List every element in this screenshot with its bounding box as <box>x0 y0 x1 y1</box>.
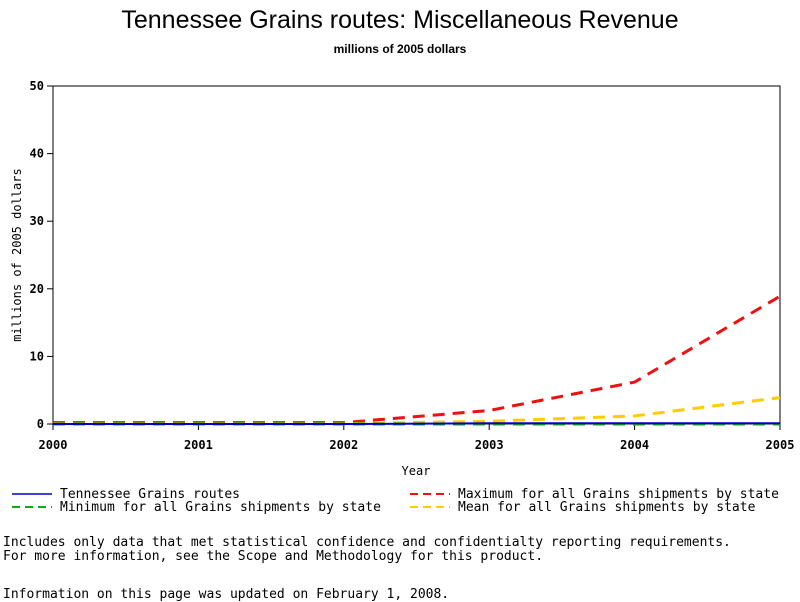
x-tick-label: 2000 <box>39 438 68 452</box>
y-axis: 0 10 20 30 40 50 <box>30 79 53 431</box>
y-tick-label: 0 <box>37 417 44 431</box>
y-tick-label: 30 <box>30 214 44 228</box>
y-tick-label: 10 <box>30 349 44 363</box>
x-tick-label: 2002 <box>329 438 358 452</box>
x-tick-label: 2004 <box>620 438 649 452</box>
series-line-1 <box>53 296 780 422</box>
series-lines <box>53 296 780 424</box>
series-line-0 <box>53 423 780 424</box>
y-tick-label: 20 <box>30 282 44 296</box>
y-tick-label: 40 <box>30 147 44 161</box>
x-tick-label: 2003 <box>475 438 504 452</box>
x-axis: 2000 2001 2002 2003 2004 2005 <box>39 424 795 452</box>
y-tick-label: 50 <box>30 79 44 93</box>
note-line-1: Includes only data that met statistical … <box>3 536 731 550</box>
note-line-2: For more information, see the Scope and … <box>3 550 543 564</box>
legend-label-3: Mean for all Grains shipments by state <box>458 500 756 515</box>
x-tick-label: 2001 <box>184 438 213 452</box>
legend-label-2: Minimum for all Grains shipments by stat… <box>60 500 381 515</box>
x-axis-label: Year <box>402 464 431 478</box>
y-axis-label: millions of 2005 dollars <box>10 168 24 341</box>
x-tick-label: 2005 <box>766 438 795 452</box>
plot-area-frame <box>53 86 780 424</box>
series-line-3 <box>53 398 780 424</box>
